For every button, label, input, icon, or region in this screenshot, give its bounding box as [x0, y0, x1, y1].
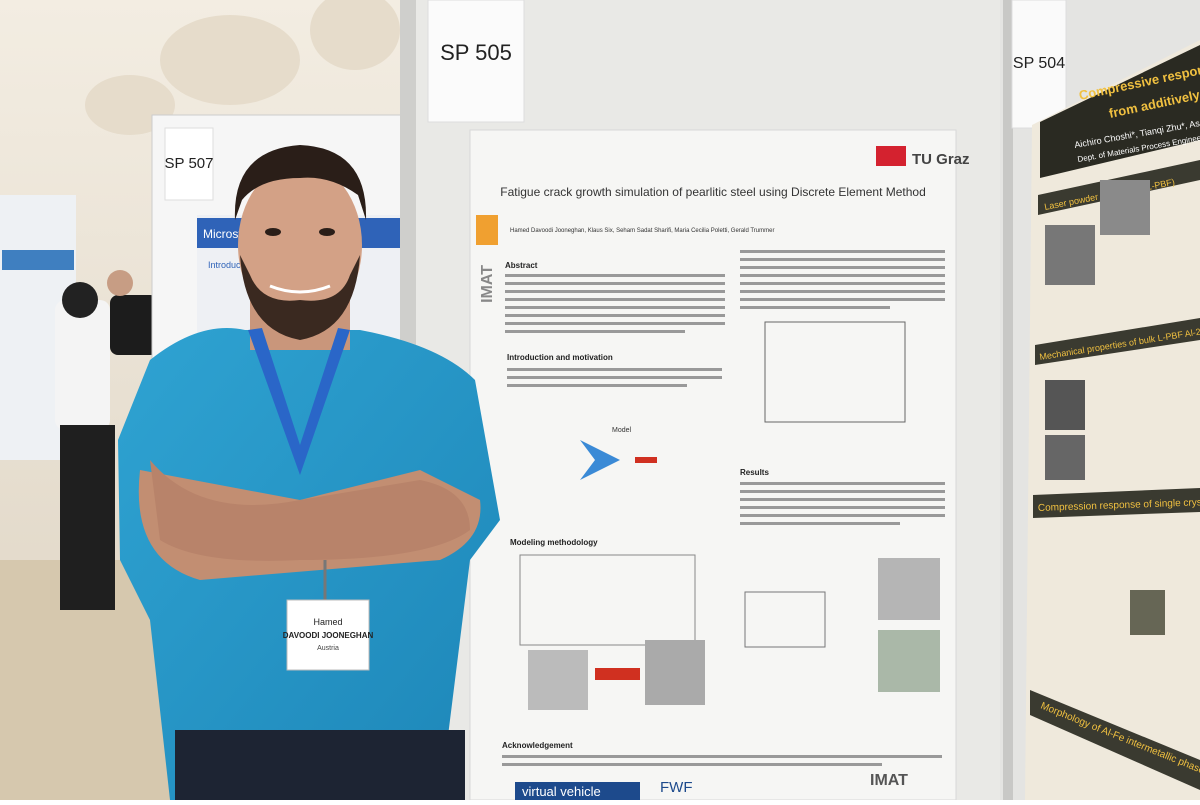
poster-image: [1045, 225, 1095, 285]
poster-title: Fatigue crack growth simulation of pearl…: [500, 185, 926, 199]
badge: [286, 599, 370, 671]
sign-label: SP 507: [165, 155, 214, 172]
sign: [427, 0, 525, 123]
text-line: [505, 330, 685, 333]
text-line: [505, 322, 725, 325]
text-line: [740, 506, 945, 509]
logo-mark: [876, 146, 906, 166]
lanyard: [248, 328, 350, 475]
section-bar: [1030, 690, 1200, 790]
text-line: [505, 290, 725, 293]
side-logo: IMAT: [479, 265, 496, 303]
person-background: [55, 300, 110, 430]
section-bar: [1033, 488, 1200, 518]
poster-section: Compression response of single crystals: [1038, 497, 1200, 514]
text-line: [505, 274, 725, 277]
text-line: [505, 306, 725, 309]
badge-first-name: Hamed: [313, 617, 342, 627]
diagram-arrow: [635, 457, 657, 463]
person-background: [107, 270, 133, 296]
face: [238, 163, 362, 327]
hair: [234, 145, 367, 220]
text-line: [740, 290, 945, 293]
text-line: [740, 250, 945, 253]
poster-image: [1045, 380, 1085, 430]
arch: [310, 0, 400, 70]
footer-logo-text: virtual vehicle: [522, 784, 601, 799]
text-line: [740, 490, 945, 493]
text-line: [740, 282, 945, 285]
eye: [265, 228, 281, 236]
beard: [240, 255, 360, 340]
footer-logo: [515, 782, 640, 800]
text-line: [505, 298, 725, 301]
badge-country: Austria: [317, 645, 339, 652]
sign-label: SP 504: [1013, 55, 1065, 72]
poster-authors: Hamed Davoodi Jooneghan, Klaus Six, Seha…: [510, 228, 774, 234]
text-line: [502, 763, 882, 766]
text-line: [502, 755, 942, 758]
diagram: [764, 321, 906, 423]
person-background: [110, 295, 158, 355]
text-line: [740, 274, 945, 277]
arch: [160, 15, 300, 105]
poster-header: [2, 250, 74, 270]
sign-label: SP 505: [440, 40, 512, 65]
poster-section: Acknowledgement: [502, 741, 573, 750]
poster-image: [1130, 590, 1165, 635]
footer-logo-text: FWF: [660, 779, 692, 796]
diagram: [744, 591, 826, 648]
diagram-mesh: [878, 630, 940, 692]
poster-image: [1100, 180, 1150, 235]
sign: [164, 127, 214, 201]
text-line: [740, 306, 890, 309]
poster-image: [1045, 435, 1085, 480]
text-line: [740, 258, 945, 261]
footer-logo-text: IMAT: [870, 772, 908, 789]
diagram-mesh: [645, 640, 705, 705]
poster-section: Introducti: [208, 260, 245, 270]
poster-header: [1040, 45, 1200, 178]
text-line: [740, 482, 945, 485]
person-background: [62, 282, 98, 318]
text-line: [740, 498, 945, 501]
logo-mark: [476, 215, 498, 245]
smile: [269, 284, 331, 294]
text-line: [740, 298, 945, 301]
person-background: [60, 425, 115, 610]
poster-section: Modeling methodology: [510, 538, 598, 547]
diagram-mesh: [528, 650, 588, 710]
jeans: [175, 730, 465, 800]
text-block: [505, 250, 945, 333]
board-pole: [1003, 0, 1013, 800]
arm: [150, 460, 470, 561]
text-line: [740, 514, 945, 517]
diagram-arrow: [595, 668, 640, 680]
text-line: [507, 376, 722, 379]
text-line: [507, 368, 722, 371]
text-line: [505, 314, 725, 317]
diagram-mesh: [878, 558, 940, 620]
sign: [1011, 0, 1067, 129]
poster-logo: TU Graz: [912, 151, 970, 168]
poster-section: Introduction and motivation: [507, 353, 613, 362]
poster-section: Abstract: [505, 261, 538, 270]
section-bar: [1035, 318, 1200, 365]
diagram-label: Model: [612, 427, 632, 434]
diagram-arrow: [580, 440, 620, 480]
text-line: [740, 266, 945, 269]
text-line: [505, 282, 725, 285]
badge-last-name: DAVOODI JOONEGHAN: [283, 631, 374, 640]
eye: [319, 228, 335, 236]
poster-section: Results: [740, 468, 769, 477]
diagram: [519, 554, 696, 646]
text-line: [507, 384, 687, 387]
text-line: [740, 522, 900, 525]
